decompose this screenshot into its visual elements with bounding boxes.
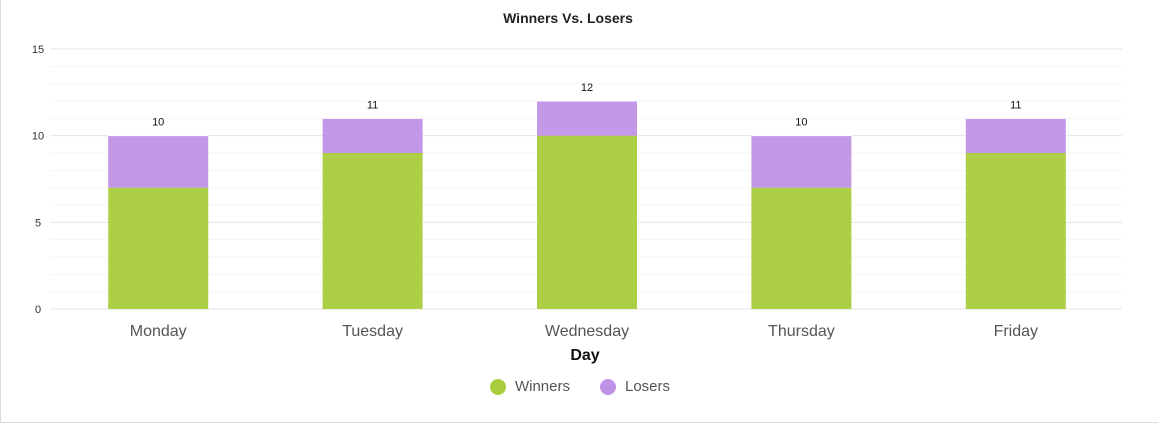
bar-winners-friday[interactable] xyxy=(965,153,1066,309)
winners-swatch-icon xyxy=(489,378,506,395)
x-tick-label-thursday: Thursday xyxy=(768,323,835,340)
y-tick-label: 10 xyxy=(32,131,44,143)
y-tick-label: 5 xyxy=(35,217,41,229)
y-tick-label: 15 xyxy=(32,44,44,56)
total-label-monday: 10 xyxy=(152,117,164,129)
legend-item-losers[interactable]: Losers xyxy=(599,378,671,395)
bar-losers-monday[interactable] xyxy=(108,135,209,188)
bar-losers-friday[interactable] xyxy=(965,118,1066,153)
y-tick-label: 0 xyxy=(35,304,41,316)
total-label-tuesday: 11 xyxy=(367,99,378,111)
total-label-friday: 11 xyxy=(1010,99,1021,111)
y-axis-ticks: 0 5 10 15 xyxy=(32,44,44,316)
total-label-thursday: 10 xyxy=(795,117,807,129)
legend-item-winners[interactable]: Winners xyxy=(489,378,570,395)
legend-label-losers: Losers xyxy=(624,378,671,395)
bar-winners-wednesday[interactable] xyxy=(537,135,637,309)
chart-title: Winners Vs. Losers xyxy=(503,10,633,26)
total-label-wednesday: 12 xyxy=(581,82,593,94)
legend: Winners Losers xyxy=(0,378,1160,395)
bar-winners-thursday[interactable] xyxy=(751,187,852,309)
x-axis-label: Day xyxy=(570,347,599,364)
total-labels: 10 11 12 10 11 xyxy=(152,82,1021,129)
x-tick-label-monday: Monday xyxy=(130,323,187,340)
bar-losers-thursday[interactable] xyxy=(751,135,852,188)
x-axis-ticks: Monday Tuesday Wednesday Thursday Friday xyxy=(130,323,1038,340)
legend-label-winners: Winners xyxy=(514,378,570,395)
bar-winners-monday[interactable] xyxy=(108,187,209,309)
bar-losers-wednesday[interactable] xyxy=(537,101,637,136)
losers-swatch-icon xyxy=(599,378,616,395)
bars xyxy=(108,100,1066,309)
bar-winners-tuesday[interactable] xyxy=(322,153,423,309)
bar-losers-tuesday[interactable] xyxy=(322,118,423,153)
x-tick-label-tuesday: Tuesday xyxy=(342,323,403,340)
x-tick-label-wednesday: Wednesday xyxy=(545,323,629,340)
x-tick-label-friday: Friday xyxy=(994,323,1038,340)
